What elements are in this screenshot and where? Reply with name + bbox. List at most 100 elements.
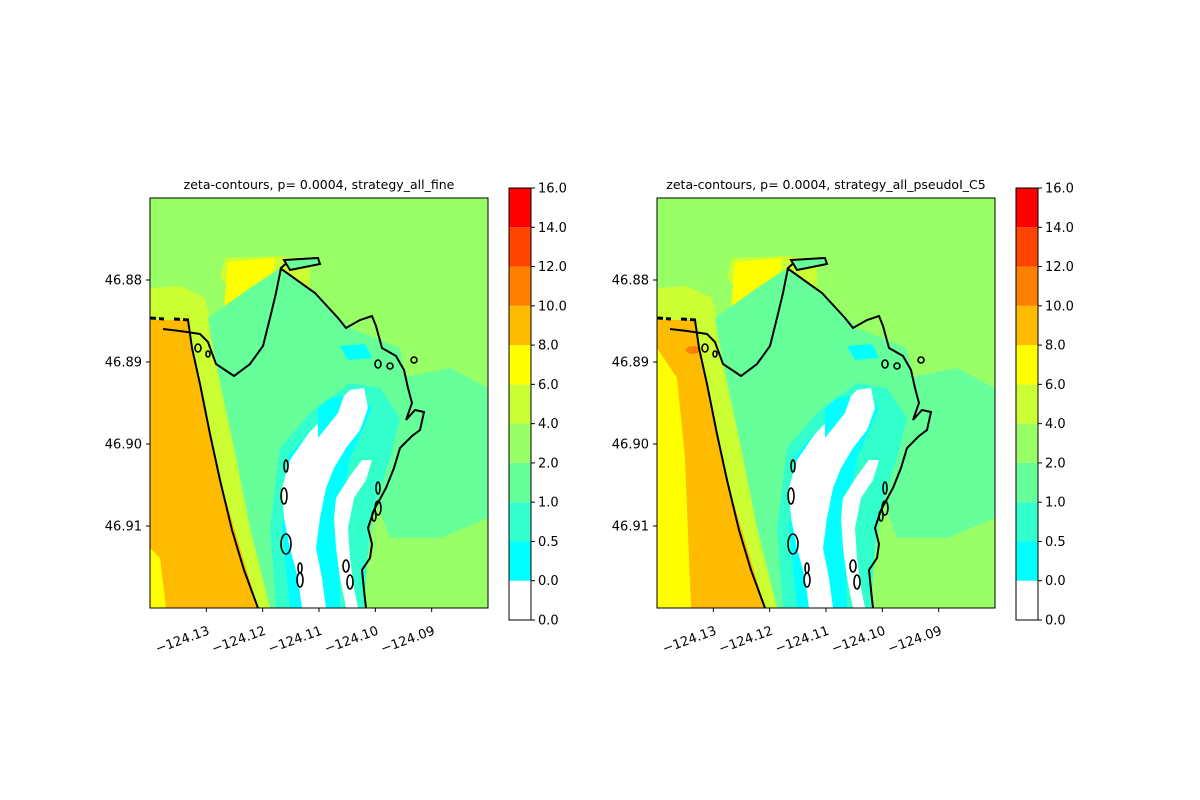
y-tick-label: 46.89 bbox=[105, 356, 142, 371]
colorbar-segment bbox=[1016, 502, 1038, 542]
islet-outline bbox=[374, 500, 382, 516]
contour-fill-shallow bbox=[825, 396, 851, 438]
contour-field bbox=[657, 198, 995, 608]
colorbar-segment bbox=[1016, 423, 1038, 463]
islet-outline bbox=[881, 500, 889, 516]
colorbar-segment bbox=[509, 502, 531, 542]
coastline-beach bbox=[694, 319, 766, 608]
coastline-jetty bbox=[680, 317, 698, 322]
contour-fill-ocean-yellow bbox=[150, 548, 166, 608]
islet-outline bbox=[205, 350, 211, 358]
islet-outline bbox=[386, 362, 394, 370]
islet-outline bbox=[280, 533, 292, 555]
colorbar-tick-label: 4.0 bbox=[538, 417, 559, 432]
colorbar-tick-label: 12.0 bbox=[1045, 260, 1074, 275]
islet-outline bbox=[803, 572, 811, 588]
islet-outline bbox=[787, 533, 799, 555]
contour-fill-dry-area bbox=[282, 388, 368, 608]
colorbar-tick-label: 6.0 bbox=[538, 378, 559, 393]
islet-outline bbox=[375, 481, 381, 495]
colorbar-tick-label: 8.0 bbox=[1045, 339, 1066, 354]
colorbar-tick-label: 0.5 bbox=[1045, 535, 1066, 550]
islet-outline bbox=[853, 574, 861, 590]
islet-outline bbox=[878, 510, 884, 522]
islet-outline bbox=[893, 362, 901, 370]
contour-fill-east-flat bbox=[375, 368, 488, 538]
colorbar-frame bbox=[1015, 187, 1039, 621]
colorbar-tick-label: 10.0 bbox=[538, 299, 567, 314]
colorbar-segment bbox=[509, 462, 531, 503]
coastline-east bbox=[279, 267, 426, 608]
colorbar-frame bbox=[508, 187, 532, 621]
map-panel: zeta-contours, p= 0.0004, strategy_all_f… bbox=[105, 177, 567, 657]
colorbar-segment bbox=[509, 305, 531, 346]
islet-outline bbox=[342, 559, 350, 573]
y-tick-label: 46.88 bbox=[612, 274, 649, 289]
islet-outline bbox=[410, 356, 418, 364]
islet-outline bbox=[881, 359, 889, 369]
contour-fill-ocean-yellow bbox=[657, 348, 691, 608]
islet-outline bbox=[296, 572, 304, 588]
colorbar-tick-label: 1.0 bbox=[1045, 496, 1066, 511]
colorbar-segment bbox=[1016, 266, 1038, 306]
islet-outline bbox=[701, 343, 709, 353]
colorbar-tick-label: 16.0 bbox=[538, 182, 567, 197]
colorbar-tick-label: 14.0 bbox=[1045, 221, 1074, 236]
islet-outline bbox=[712, 350, 718, 358]
coastline-spit bbox=[789, 256, 829, 272]
y-tick-label: 46.91 bbox=[612, 520, 649, 535]
islet-outline bbox=[849, 559, 857, 573]
colorbar-tick-label: 0.0 bbox=[538, 614, 559, 629]
contour-fill-hotspot bbox=[686, 346, 700, 354]
colorbar-segment bbox=[1016, 462, 1038, 503]
islet-outline bbox=[346, 574, 354, 590]
colorbar-tick-label: 0.5 bbox=[538, 535, 559, 550]
y-tick-label: 46.89 bbox=[612, 356, 649, 371]
colorbar-tick-label: 1.0 bbox=[538, 496, 559, 511]
coastline-jetty bbox=[657, 316, 672, 321]
colorbar-tick-label: 2.0 bbox=[1045, 456, 1066, 471]
coastline-beach bbox=[187, 319, 259, 608]
map-panel: zeta-contours, p= 0.0004, strategy_all_p… bbox=[612, 177, 1074, 657]
colorbar-tick-label: 10.0 bbox=[1045, 299, 1074, 314]
colorbar-segment bbox=[1016, 541, 1038, 581]
panel-title: zeta-contours, p= 0.0004, strategy_all_p… bbox=[666, 177, 985, 192]
colorbar-segment bbox=[509, 188, 531, 228]
colorbar-tick-label: 8.0 bbox=[538, 339, 559, 354]
colorbar-tick-label: 2.0 bbox=[538, 456, 559, 471]
colorbar-segment bbox=[1016, 345, 1038, 385]
colorbar-segment bbox=[509, 541, 531, 581]
contour-fill-shallow-patch bbox=[340, 344, 372, 360]
colorbar-segment bbox=[509, 266, 531, 306]
contour-fill-shallow bbox=[318, 396, 344, 438]
islet-outline bbox=[787, 487, 795, 505]
islet-outline bbox=[371, 510, 377, 522]
colorbar-segment bbox=[1016, 384, 1038, 424]
islet-outline bbox=[283, 459, 289, 473]
y-tick-label: 46.90 bbox=[612, 438, 649, 453]
coastline-spit bbox=[282, 256, 322, 272]
colorbar-segment bbox=[1016, 227, 1038, 267]
y-tick-label: 46.91 bbox=[105, 520, 142, 535]
colorbar-tick-label: 0.0 bbox=[1045, 614, 1066, 629]
islet-outline bbox=[194, 343, 202, 353]
contour-fill-east-flat bbox=[882, 368, 995, 538]
colorbar-segment bbox=[1016, 305, 1038, 346]
colorbar-tick-label: 0.0 bbox=[538, 574, 559, 589]
islet-outline bbox=[790, 459, 796, 473]
colorbar-segment bbox=[1016, 188, 1038, 228]
colorbar-tick-label: 16.0 bbox=[1045, 182, 1074, 197]
coastline-east bbox=[786, 267, 933, 608]
colorbar-tick-label: 6.0 bbox=[1045, 378, 1066, 393]
colorbar-tick-label: 14.0 bbox=[538, 221, 567, 236]
colorbar-segment bbox=[509, 345, 531, 385]
y-tick-label: 46.90 bbox=[105, 438, 142, 453]
colorbar-segment bbox=[1016, 580, 1038, 620]
colorbar-segment bbox=[509, 423, 531, 463]
colorbar-segment bbox=[509, 580, 531, 620]
contour-fill-dry-area bbox=[789, 388, 875, 608]
colorbar-segment bbox=[509, 227, 531, 267]
colorbar-tick-label: 12.0 bbox=[538, 260, 567, 275]
panel-title: zeta-contours, p= 0.0004, strategy_all_f… bbox=[184, 177, 455, 192]
colorbar-tick-label: 0.0 bbox=[1045, 574, 1066, 589]
